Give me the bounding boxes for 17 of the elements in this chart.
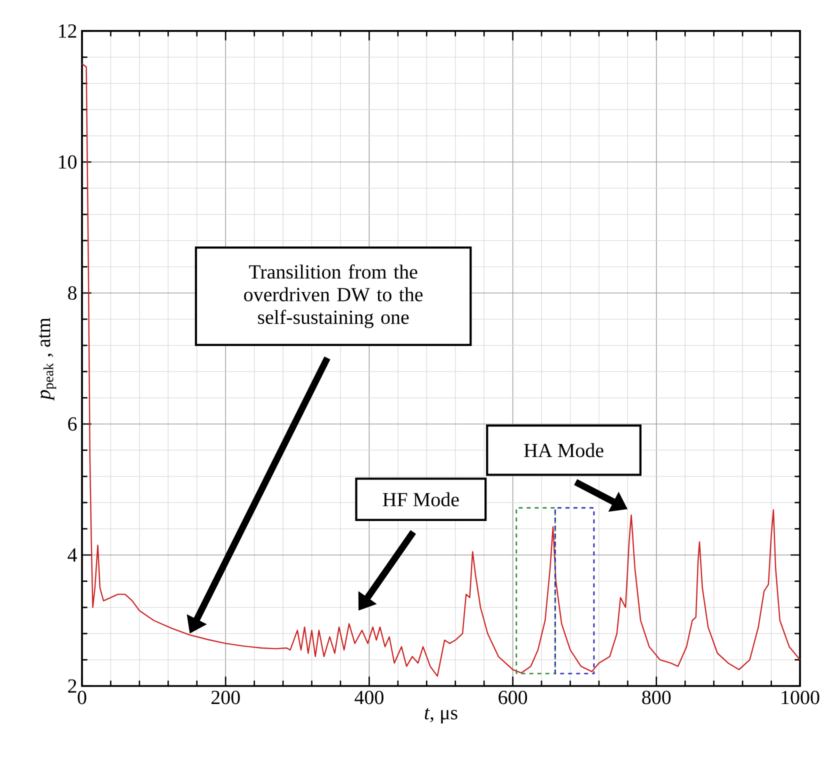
y-axis-title: p$_{peak}$ , atm [38, 318, 56, 401]
x-tick-label: 0 [78, 690, 86, 704]
annotation: HA Mode [524, 443, 604, 458]
annotation: Transilition from the overdriven DW to the self-sustaining one [244, 264, 423, 328]
x-tick-label: 200 [211, 690, 240, 704]
x-tick-label: 800 [642, 690, 671, 704]
x-tick-label: 600 [498, 690, 528, 704]
x-tick-label: 400 [354, 690, 384, 704]
y-tick-label: 8 [68, 286, 77, 300]
y-tick-label: 12 [59, 24, 76, 38]
x-tick-label: 1000 [782, 690, 820, 704]
y-tick-label: 6 [68, 417, 77, 431]
y-tick-label: 4 [68, 548, 77, 562]
annotation: HF Mode [382, 492, 459, 506]
y-tick-label: 10 [59, 155, 77, 169]
x-axis-title: t, μs [424, 708, 458, 724]
y-tick-label: 2 [68, 679, 76, 693]
